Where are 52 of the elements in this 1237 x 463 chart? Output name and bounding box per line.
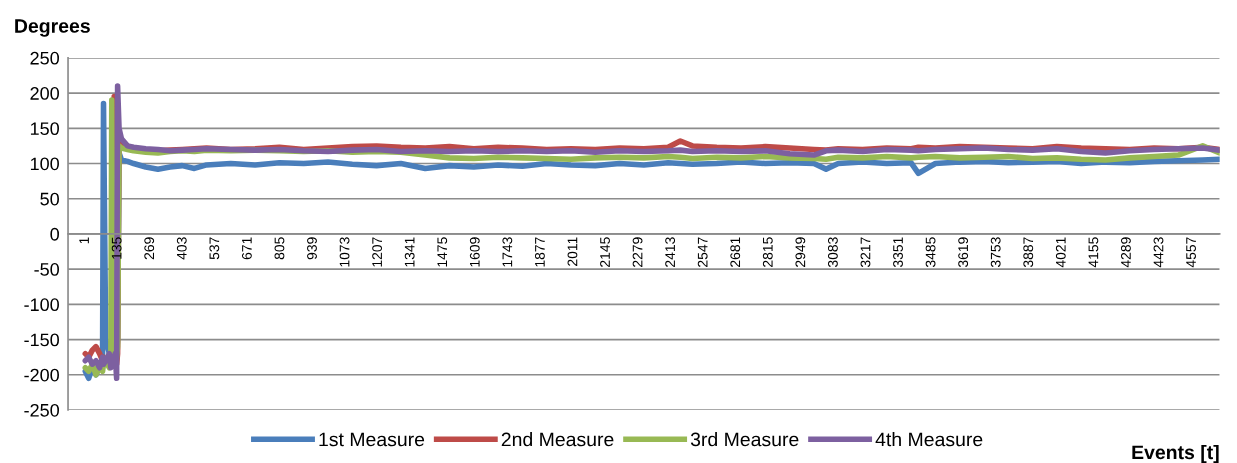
y-tick-label: -100 xyxy=(24,298,59,312)
y-tick-label: 50 xyxy=(40,192,59,206)
y-tick-label: -250 xyxy=(24,403,59,417)
x-tick-label: 1609 xyxy=(469,237,480,267)
x-tick-label: 1877 xyxy=(534,237,545,267)
x-tick-label: 2011 xyxy=(567,237,578,266)
x-tick-label: 2547 xyxy=(697,237,708,267)
y-tick-label: -150 xyxy=(24,333,59,347)
legend-label: 1st Measure xyxy=(319,432,425,447)
y-axis-title: Degrees xyxy=(15,19,90,37)
x-tick-label: 4021 xyxy=(1055,237,1066,268)
x-axis-title: Events [t] xyxy=(1132,444,1219,463)
x-tick-label: 4155 xyxy=(1088,237,1099,268)
x-tick-label: 3485 xyxy=(925,237,936,268)
x-tick-label: 2413 xyxy=(665,237,676,267)
x-tick-label: 3619 xyxy=(958,237,969,268)
x-tick-label: 403 xyxy=(176,237,187,260)
x-tick-label: 1475 xyxy=(437,237,448,267)
x-tick-label: 3083 xyxy=(827,237,838,268)
legend-label: 4th Measure xyxy=(875,432,983,447)
y-tick-label: 100 xyxy=(30,157,59,171)
x-tick-label: 269 xyxy=(144,237,155,260)
x-tick-label: 2681 xyxy=(730,237,741,267)
y-tick-label: 0 xyxy=(50,227,59,241)
legend-label: 2nd Measure xyxy=(501,432,614,447)
x-tick-label: 3887 xyxy=(1023,237,1034,268)
y-tick-label: -200 xyxy=(24,368,59,382)
x-tick-label: 671 xyxy=(241,237,252,260)
x-tick-label: 4557 xyxy=(1186,237,1196,268)
x-tick-label: 1 xyxy=(79,237,89,244)
x-tick-label: 3217 xyxy=(860,237,871,268)
y-tick-label: -50 xyxy=(34,263,59,276)
x-tick-label: 3351 xyxy=(893,237,903,268)
x-tick-label: 537 xyxy=(209,237,220,260)
x-tick-label: 2815 xyxy=(762,237,773,267)
x-tick-label: 805 xyxy=(274,237,285,260)
x-tick-label: 1073 xyxy=(339,237,350,267)
x-tick-label: 1207 xyxy=(372,237,383,267)
x-tick-label: 2949 xyxy=(795,237,806,267)
x-tick-label: 135 xyxy=(111,237,122,259)
x-tick-label: 4423 xyxy=(1153,237,1164,268)
x-tick-label: 2145 xyxy=(600,237,610,267)
x-tick-label: 1341 xyxy=(404,237,415,267)
y-tick-label: 200 xyxy=(30,87,59,100)
y-tick-label: 250 xyxy=(30,51,59,65)
x-tick-label: 4289 xyxy=(1121,237,1131,268)
x-tick-label: 2279 xyxy=(632,237,643,267)
x-tick-label: 939 xyxy=(307,237,317,260)
legend-label: 3rd Measure xyxy=(690,432,799,447)
x-tick-label: 1743 xyxy=(502,237,513,267)
x-tick-label: 3753 xyxy=(990,237,1001,268)
y-tick-label: 150 xyxy=(30,122,59,136)
